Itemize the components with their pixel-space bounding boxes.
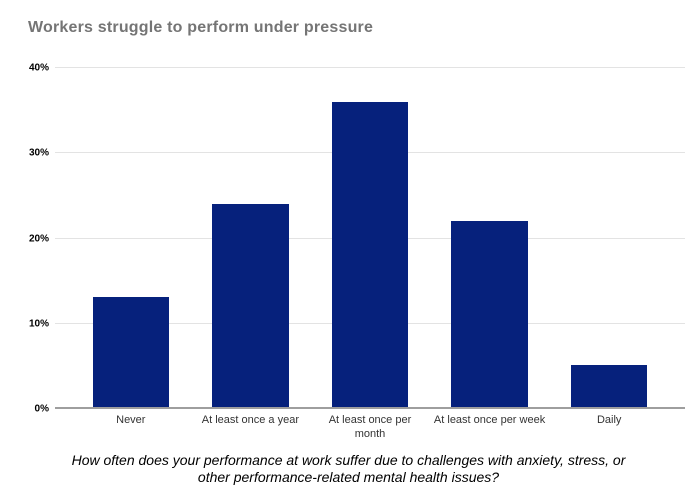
x-axis-category-label-at-least-once-a-year: At least once a year: [201, 414, 299, 426]
y-axis: 0% 10% 20% 30% 40%: [0, 63, 49, 415]
bar-never: [92, 296, 170, 407]
x-axis-labels: Never At least once a year At least once p…: [55, 413, 685, 441]
bar-slot-at-least-once-per-week: [430, 68, 550, 407]
x-axis-category-label-daily: Daily: [596, 414, 622, 426]
x-label-slot-at-least-once-per-month: At least once per month: [310, 413, 430, 441]
caption-row: How often does your performance at work …: [0, 452, 697, 486]
bar-at-least-once-per-month: [331, 101, 409, 407]
x-axis-line: [55, 407, 685, 409]
x-axis-category-label-at-least-once-per-month: At least once per month: [328, 414, 412, 440]
x-label-slot-never: Never: [71, 413, 191, 441]
y-axis-tick-label-40: 40%: [28, 62, 49, 74]
y-axis-tick-label-10: 10%: [28, 318, 49, 330]
bar-slot-at-least-once-per-month: [310, 68, 430, 407]
bars-row: [55, 68, 685, 407]
bar-at-least-once-per-week: [451, 220, 528, 407]
x-label-slot-at-least-once-a-year: At least once a year: [191, 413, 311, 441]
x-label-slot-at-least-once-per-week: At least once per week: [430, 413, 550, 441]
chart-title: Workers struggle to perform under pressu…: [28, 19, 374, 36]
bar-slot-at-least-once-a-year: [191, 68, 311, 407]
x-label-slot-daily: Daily: [549, 413, 669, 441]
x-axis-category-label-at-least-once-per-week: At least once per week: [433, 414, 546, 426]
bar-slot-never: [71, 68, 191, 407]
bar-slot-daily: [549, 68, 669, 407]
y-axis-tick-label-30: 30%: [28, 147, 49, 159]
gridline-40: [55, 67, 685, 68]
y-axis-tick-label-0: 0%: [34, 403, 49, 415]
bar-daily: [570, 364, 648, 407]
x-axis-category-label-never: Never: [116, 414, 146, 426]
survey-question-caption: How often does your performance at work …: [71, 452, 626, 485]
plot-area: [55, 67, 685, 409]
y-axis-tick-label-20: 20%: [28, 233, 49, 244]
bar-at-least-once-a-year: [212, 203, 289, 407]
